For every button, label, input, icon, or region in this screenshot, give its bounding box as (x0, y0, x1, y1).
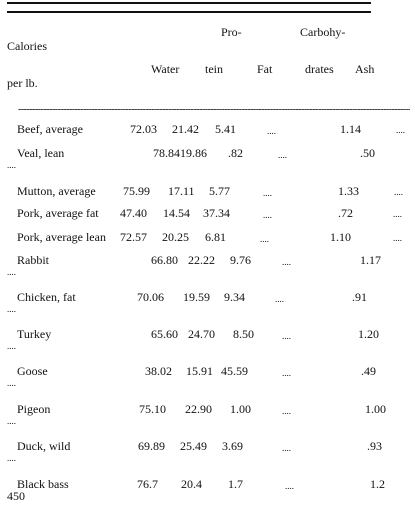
carbohydrates-value: .... (260, 234, 269, 244)
water-value: 78.84 (153, 146, 180, 160)
fat-value: 9.34 (224, 290, 245, 304)
fat-value: 5.77 (209, 184, 230, 198)
protein-value: 21.42 (172, 122, 199, 136)
water-value: 47.40 (120, 206, 147, 220)
ash-value: 1.00 (365, 402, 386, 416)
water-value: 72.57 (120, 230, 147, 244)
calories-value: .... (394, 187, 403, 197)
fat-value: 5.41 (215, 122, 236, 136)
food-name: Veal, lean (17, 146, 65, 160)
ash-value: 1.10 (330, 230, 351, 244)
food-name: Mutton, average (17, 184, 96, 198)
food-name: Pork, average lean (17, 230, 106, 244)
protein-value: 17.11 (168, 184, 195, 198)
water-value: 72.03 (130, 122, 157, 136)
food-name: Black bass (17, 477, 69, 491)
food-name: Pigeon (17, 402, 51, 416)
protein-value: 20.4 (181, 477, 202, 491)
top-double-rule (7, 2, 371, 13)
calories-value: .... (7, 378, 16, 388)
fat-value: 9.76 (230, 253, 251, 267)
ash-value: 1.17 (360, 253, 381, 267)
calories-value: 450 (7, 489, 25, 503)
calories-value: .... (393, 209, 402, 219)
ash-value: .50 (360, 146, 375, 160)
protein-value: 15.91 (186, 364, 213, 378)
calories-value: .... (7, 453, 16, 463)
ash-value: 1.20 (358, 327, 379, 341)
header-water: Water (151, 62, 180, 76)
food-name: Duck, wild (17, 439, 71, 453)
food-name: Beef, average (17, 122, 83, 136)
water-value: 75.99 (123, 184, 150, 198)
protein-value: 19.86 (180, 146, 207, 160)
water-value: 66.80 (151, 253, 178, 267)
carbohydrates-value: .... (278, 150, 287, 160)
carbohydrates-value: .... (282, 443, 291, 453)
calories-value: .... (396, 125, 405, 135)
food-name: Rabbit (17, 253, 49, 267)
calories-value: .... (7, 341, 16, 351)
food-name: Pork, average fat (17, 206, 99, 220)
ash-value: 1.2 (370, 477, 385, 491)
protein-value: 22.90 (185, 402, 212, 416)
food-name: Chicken, fat (17, 290, 76, 304)
carbohydrates-value: .... (263, 188, 272, 198)
carbohydrates-value: .... (282, 257, 291, 267)
protein-value: 24.70 (188, 327, 215, 341)
header-fat: Fat (257, 62, 273, 76)
ash-value: 1.14 (340, 122, 361, 136)
protein-value: 14.54 (163, 206, 190, 220)
calories-value: .... (7, 267, 16, 277)
fat-value: 6.81 (205, 230, 226, 244)
water-value: 76.7 (137, 477, 158, 491)
water-value: 69.89 (138, 439, 165, 453)
carbohydrates-value: .... (282, 331, 291, 341)
header-calories: Calories (7, 39, 47, 53)
protein-value: 19.59 (183, 290, 210, 304)
fat-value: 8.50 (233, 327, 254, 341)
ash-value: .49 (361, 364, 376, 378)
carbohydrates-value: .... (282, 406, 291, 416)
calories-value: .... (7, 416, 16, 426)
ash-value: .93 (367, 439, 382, 453)
calories-value: .... (393, 233, 402, 243)
header-drates: drates (305, 62, 334, 76)
calories-value: .... (7, 304, 16, 314)
header-ash: Ash (355, 62, 375, 76)
water-value: 75.10 (139, 402, 166, 416)
dashed-rule: ----------------------------------------… (18, 105, 410, 115)
protein-value: 22.22 (188, 253, 215, 267)
ash-value: 1.33 (338, 184, 359, 198)
calories-value: .... (7, 160, 16, 170)
header-per-lb: per lb. (7, 76, 38, 90)
carbohydrates-value: .... (263, 210, 272, 220)
header-pro: Pro- (221, 25, 242, 39)
fat-value: 3.69 (222, 439, 243, 453)
water-value: 65.60 (151, 327, 178, 341)
carbohydrates-value: .... (282, 368, 291, 378)
fat-value: 45.59 (221, 364, 248, 378)
water-value: 38.02 (145, 364, 172, 378)
water-value: 70.06 (137, 290, 164, 304)
header-carbohy: Carbohy- (300, 25, 346, 39)
ash-value: .91 (352, 290, 367, 304)
carbohydrates-value: .... (267, 126, 276, 136)
protein-value: 20.25 (162, 230, 189, 244)
fat-value: 1.00 (230, 402, 251, 416)
food-name: Turkey (17, 327, 52, 341)
carbohydrates-value: .... (285, 481, 294, 491)
protein-value: 25.49 (180, 439, 207, 453)
header-tein: tein (205, 62, 223, 76)
ash-value: .72 (338, 206, 353, 220)
fat-value: .82 (228, 146, 243, 160)
carbohydrates-value: .... (275, 294, 284, 304)
fat-value: 37.34 (203, 206, 230, 220)
fat-value: 1.7 (228, 477, 243, 491)
food-name: Goose (17, 364, 48, 378)
